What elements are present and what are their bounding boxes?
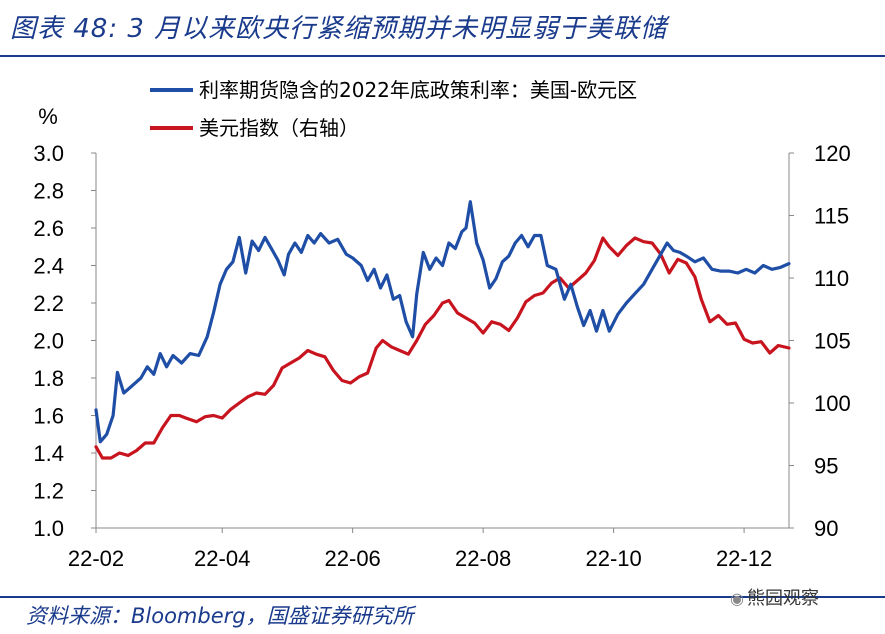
x-tick-label: 22-04 <box>194 546 250 571</box>
y-tick-label-left: 2.8 <box>33 179 64 204</box>
x-tick-label: 22-10 <box>585 546 641 571</box>
y-tick-label-left: 2.4 <box>33 254 64 279</box>
y-tick-label-right: 100 <box>814 391 851 416</box>
source-note: 资料来源：Bloomberg，国盛证券研究所 <box>26 604 414 628</box>
series-line-dollar-index <box>94 236 791 460</box>
watermark-text: 熊园观察 <box>746 588 819 609</box>
chart-title: 图表 48: 3 月以来欧央行紧缩预期并未明显弱于美联储 <box>10 14 668 44</box>
x-tick-label: 22-12 <box>716 546 772 571</box>
y-tick-label-left: 1.4 <box>33 441 64 466</box>
y-tick-label-left: 3.0 <box>33 141 64 166</box>
series-layer <box>94 200 791 460</box>
y-tick-label-left: 2.6 <box>33 216 64 241</box>
y-tick-label-left: 1.8 <box>33 366 64 391</box>
y-tick-label-right: 105 <box>814 329 851 354</box>
y-tick-label-left: 1.6 <box>33 404 64 429</box>
y-tick-label-left: 2.0 <box>33 329 64 354</box>
series-line-rate-spread <box>94 200 791 444</box>
x-tick-label: 22-08 <box>455 546 511 571</box>
x-tick-label: 22-02 <box>68 546 124 571</box>
y-tick-label-left: 2.2 <box>33 291 64 316</box>
y-tick-label-right: 90 <box>814 516 838 541</box>
y-axis-left-unit: % <box>38 104 58 129</box>
source-rule <box>0 596 885 598</box>
axes: % 1.0 1.2 1.4 1.6 1.8 2.0 2.2 2.4 2.6 2.8 3.0 90 95 10… <box>33 104 850 571</box>
y-tick-label-right: 110 <box>814 266 849 291</box>
y-tick-label-right: 120 <box>814 141 851 166</box>
legend-label-dollar-index: 美元指数（右轴） <box>199 116 359 140</box>
y-tick-label-right: 95 <box>814 454 838 479</box>
title-rule <box>0 55 885 57</box>
y-tick-label-right: 115 <box>814 204 849 229</box>
wechat-icon: ◉ <box>730 589 744 608</box>
x-tick-label: 22-06 <box>325 546 381 571</box>
watermark: ◉ 熊园观察 <box>730 584 819 610</box>
y-tick-label-left: 1.0 <box>33 516 64 541</box>
legend-label-rate-spread: 利率期货隐含的2022年底政策利率：美国-欧元区 <box>199 78 637 102</box>
y-tick-label-left: 1.2 <box>33 479 64 504</box>
chart: % 1.0 1.2 1.4 1.6 1.8 2.0 2.2 2.4 2.6 2.8 3.0 90 95 10… <box>33 78 850 571</box>
